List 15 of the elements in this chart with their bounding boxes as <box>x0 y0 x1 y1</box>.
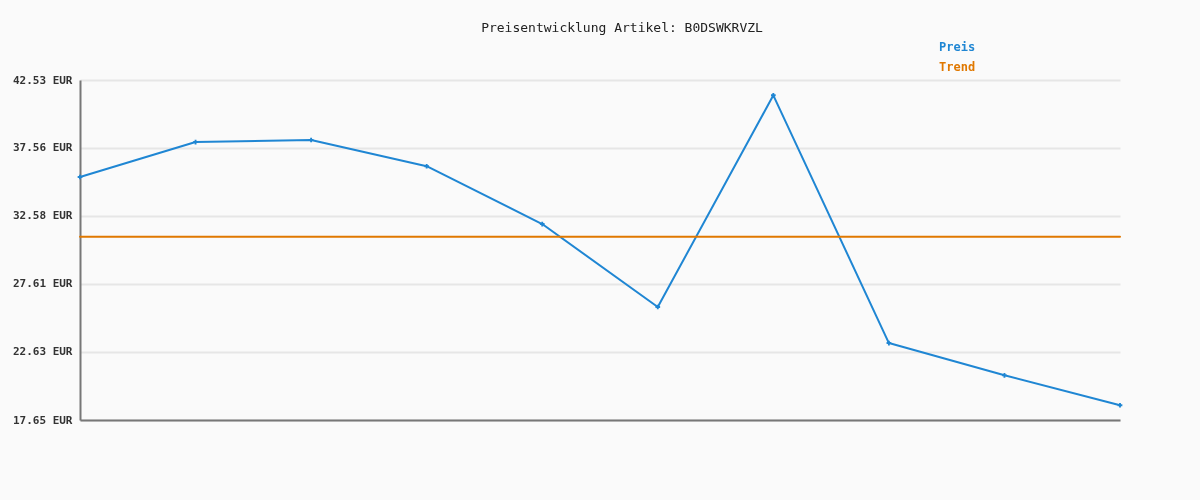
text: Trend <box>939 60 976 74</box>
y-tick-label: 17.65 EUR <box>12 413 73 427</box>
y-tick-label: 22.63 EUR <box>12 345 73 359</box>
y-tick-label: 32.58 EUR <box>12 209 73 223</box>
y-tick-label: 27.61 EUR <box>12 277 73 291</box>
y-tick-label: 42.53 EUR <box>12 73 73 87</box>
point <box>1117 402 1123 408</box>
point <box>1002 372 1007 378</box>
point <box>539 221 545 227</box>
y-tick-label: 37.56 EUR <box>12 141 73 155</box>
point <box>424 163 430 169</box>
point <box>655 304 661 310</box>
point <box>770 92 776 98</box>
chart-title: Preisentwicklung Artikel: B0DSWKRVZL <box>481 20 764 35</box>
text: Preis <box>939 40 976 54</box>
